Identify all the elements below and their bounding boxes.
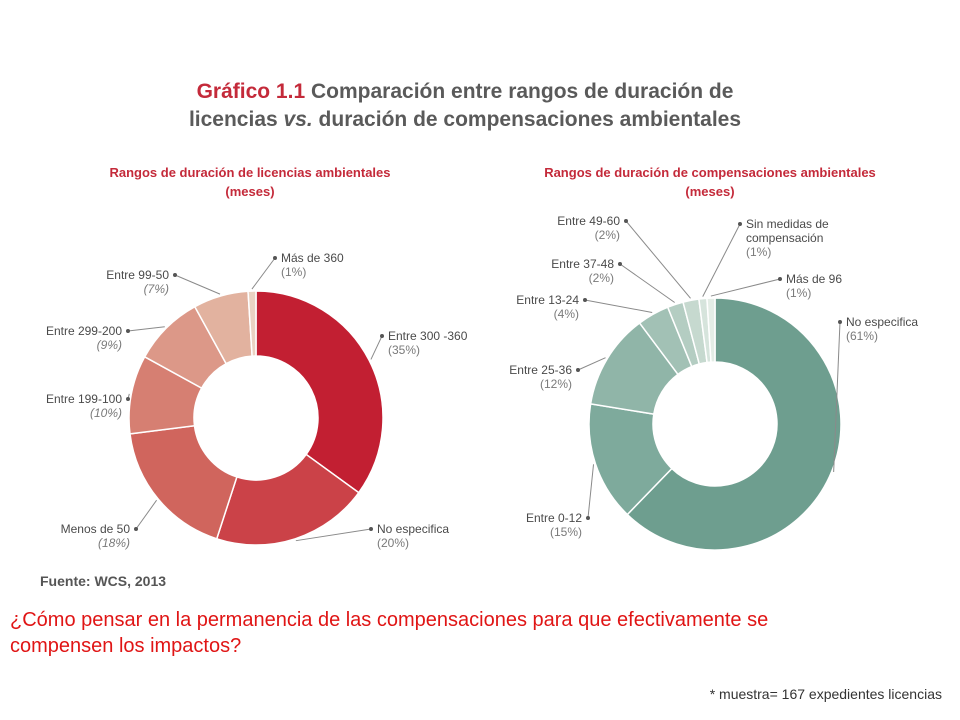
pct-entre-300-360: (35%) — [388, 343, 420, 357]
pct-entre-13-24: (4%) — [554, 307, 579, 321]
leader-line-entre-300-360 — [370, 335, 383, 360]
pct-entre-99-50: (7%) — [144, 282, 169, 296]
leader-line-entre-13-24 — [584, 299, 653, 313]
pct-sin-medidas-de-compensaci-n: (1%) — [746, 245, 771, 259]
label-sin-medidas-de-compensaci-n: Sin medidas de compensación — [746, 217, 829, 245]
slice-m-s-de-360 — [247, 290, 257, 357]
leader-dot-entre-0-12 — [586, 516, 590, 520]
title-line1: Comparación entre rangos de duración de — [310, 80, 734, 103]
slice-menos-de-50 — [129, 424, 238, 540]
leader-dot-sin-medidas-de-compensaci-n — [738, 222, 742, 226]
label-m-s-de-96: Más de 96 — [786, 272, 842, 286]
leader-dot-no-especifica — [369, 527, 373, 531]
pct-entre-25-36: (12%) — [540, 377, 572, 391]
leader-dot-entre-300-360 — [380, 334, 384, 338]
leader-dot-menos-de-50 — [134, 527, 138, 531]
leader-dot-entre-199-100 — [126, 397, 130, 401]
leader-line-entre-0-12 — [587, 464, 595, 519]
sample-note: * muestra= 167 expedientes licencias — [709, 686, 942, 702]
leader-dot-entre-299-200 — [126, 329, 130, 333]
pct-entre-0-12: (15%) — [550, 525, 582, 539]
slice-no-especifica — [626, 297, 842, 551]
label-m-s-de-360: Más de 360 — [281, 251, 344, 265]
leader-dot-no-especifica — [838, 320, 842, 324]
leader-dot-entre-13-24 — [583, 298, 587, 302]
leader-line-entre-25-36 — [577, 357, 606, 371]
figure-number: Gráfico 1.1 — [196, 80, 306, 103]
label-menos-de-50: Menos de 50 — [61, 522, 131, 536]
leader-line-no-especifica — [833, 321, 841, 473]
label-entre-300-360: Entre 300 -360 — [388, 329, 468, 343]
leader-line-no-especifica — [295, 528, 372, 542]
leader-line-menos-de-50 — [135, 499, 158, 530]
pct-entre-49-60: (2%) — [595, 228, 620, 242]
leader-dot-entre-99-50 — [173, 273, 177, 277]
leader-line-m-s-de-360 — [251, 257, 276, 290]
label-entre-37-48: Entre 37-48 — [551, 257, 614, 271]
leader-dot-entre-49-60 — [624, 219, 628, 223]
source-note: Fuente: WCS, 2013 — [40, 573, 167, 589]
pct-entre-37-48: (2%) — [589, 271, 614, 285]
leader-dot-entre-25-36 — [576, 368, 580, 372]
pct-m-s-de-96: (1%) — [786, 286, 811, 300]
right-chart-title: Rangos de duración de compensaciones amb… — [544, 165, 876, 199]
pct-m-s-de-360: (1%) — [281, 265, 306, 279]
pct-entre-199-100: (10%) — [90, 406, 122, 420]
leader-dot-m-s-de-360 — [273, 256, 277, 260]
pct-no-especifica: (20%) — [377, 536, 409, 550]
figure-title-line2: licencias vs. duración de compensaciones… — [188, 108, 742, 131]
label-entre-299-200: Entre 299-200 — [46, 324, 122, 338]
leader-line-entre-299-200 — [127, 326, 165, 332]
leader-line-sin-medidas-de-compensaci-n — [702, 223, 741, 297]
leader-line-entre-99-50 — [174, 274, 221, 295]
slice-entre-300-360 — [255, 290, 384, 494]
question-text: ¿Cómo pensar en la permanencia de las co… — [10, 609, 769, 657]
leader-line-entre-49-60 — [625, 220, 691, 299]
label-entre-13-24: Entre 13-24 — [516, 293, 579, 307]
label-entre-25-36: Entre 25-36 — [509, 363, 572, 377]
label-entre-0-12: Entre 0-12 — [526, 511, 582, 525]
label-entre-199-100: Entre 199-100 — [46, 392, 122, 406]
slice-no-especifica — [215, 453, 360, 546]
left-chart-title: Rangos de duración de licencias ambienta… — [109, 165, 391, 199]
label-no-especifica: No especifica — [377, 522, 449, 536]
figure-title: Gráfico 1.1 Comparación entre rangos de … — [0, 78, 930, 106]
leader-dot-m-s-de-96 — [778, 277, 782, 281]
label-entre-99-50: Entre 99-50 — [106, 268, 169, 282]
leader-dot-entre-37-48 — [618, 262, 622, 266]
slice-m-s-de-96 — [706, 297, 716, 363]
leader-line-entre-37-48 — [619, 263, 675, 303]
label-no-especifica: No especifica — [846, 315, 918, 329]
pct-menos-de-50: (18%) — [98, 536, 130, 550]
pct-entre-299-200: (9%) — [97, 338, 122, 352]
leader-line-m-s-de-96 — [710, 278, 781, 297]
pct-no-especifica: (61%) — [846, 329, 878, 343]
label-entre-49-60: Entre 49-60 — [557, 214, 620, 228]
